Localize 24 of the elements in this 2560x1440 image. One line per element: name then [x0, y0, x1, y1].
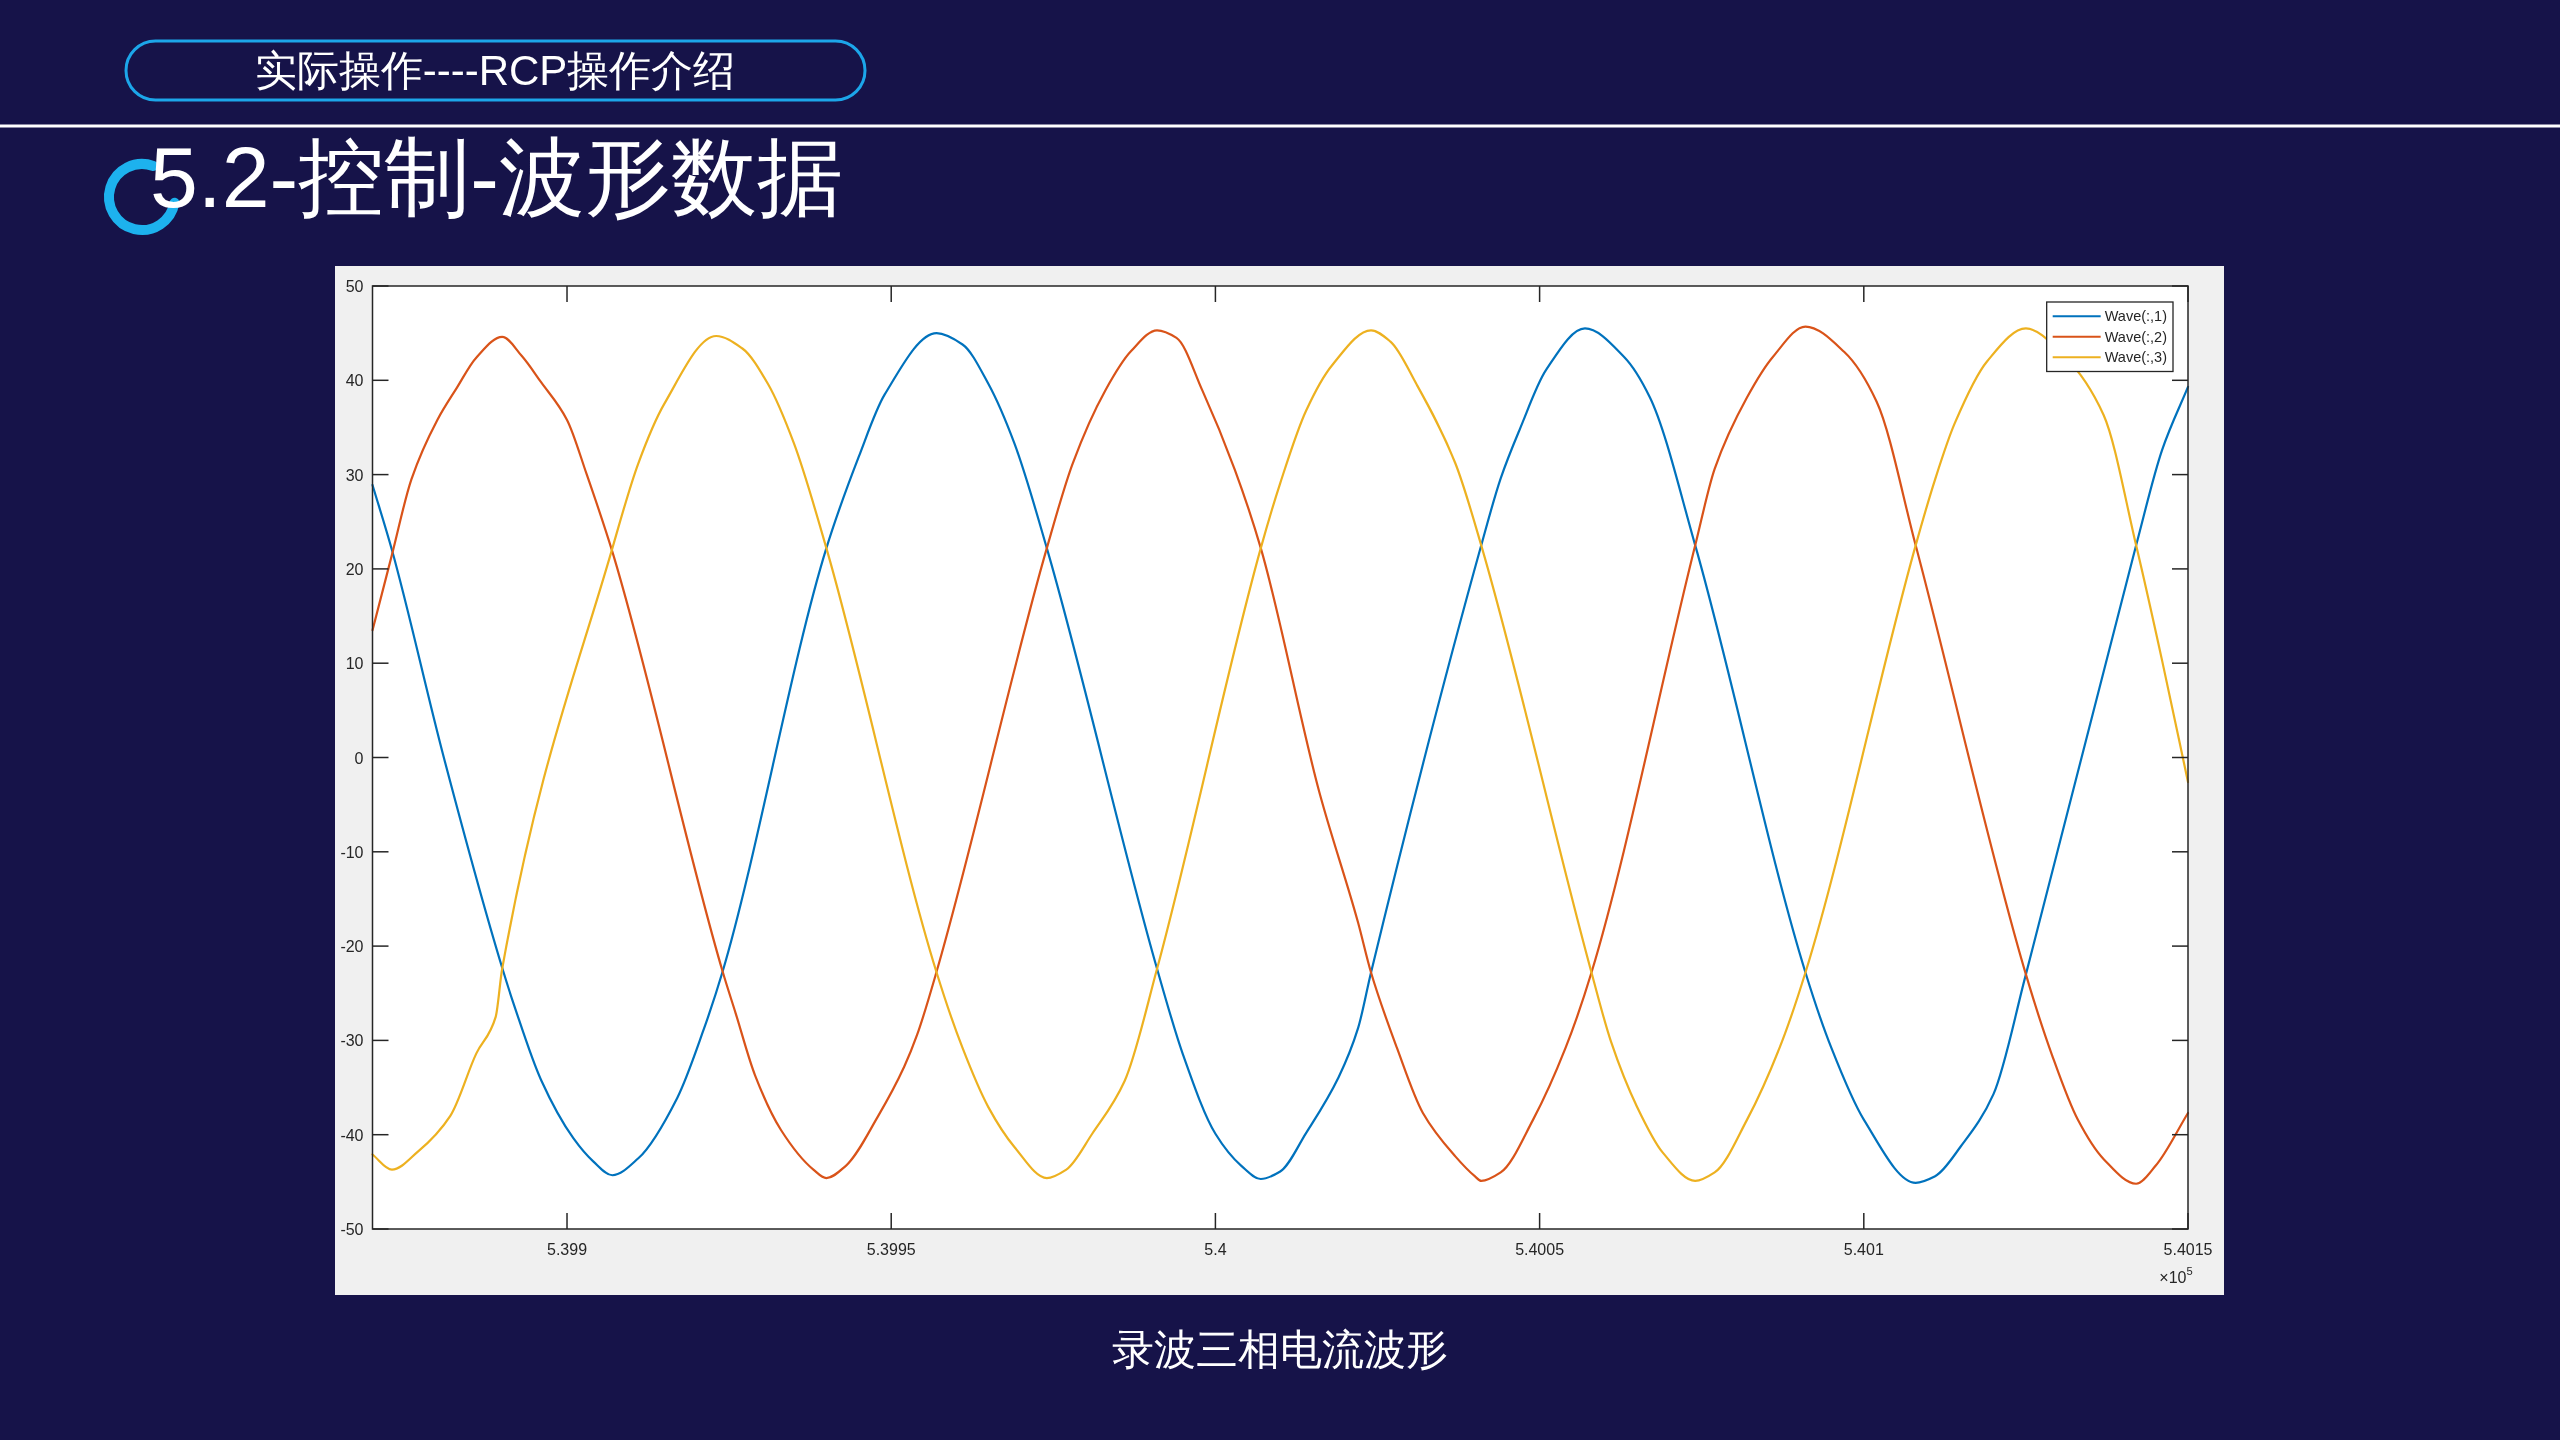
legend-label: Wave(:,1) — [2104, 308, 2167, 325]
x-tick-label: 5.4015 — [2163, 1240, 2213, 1258]
x-tick-label: 5.4 — [1204, 1240, 1227, 1258]
x-tick-label: 5.399 — [546, 1240, 588, 1258]
y-tick-label: -40 — [340, 1126, 364, 1144]
text: 录波三相电流波形 — [1112, 1325, 1448, 1373]
legend-label: Wave(:,3) — [2104, 349, 2167, 366]
y-tick-label: -50 — [340, 1220, 364, 1238]
y-tick-label: 20 — [345, 560, 364, 578]
x-tick-label: 5.4005 — [1515, 1240, 1565, 1258]
x-tick-label: 5.3995 — [866, 1240, 916, 1258]
y-tick-label: 40 — [345, 371, 364, 389]
y-tick-label: 0 — [354, 749, 364, 766]
text: 实际操作----RCP操作介绍 — [254, 46, 736, 94]
y-tick-label: -10 — [340, 843, 364, 861]
y-tick-label: 30 — [345, 466, 364, 484]
y-tick-label: -20 — [340, 937, 364, 955]
legend-label: Wave(:,2) — [2104, 328, 2167, 345]
y-tick-label: 10 — [345, 654, 364, 672]
text: ×10$^{5}$ — [2159, 1265, 2193, 1286]
chart-title: 5.2-控制-波形数据 — [150, 129, 843, 225]
y-tick-label: -30 — [340, 1031, 364, 1049]
y-tick-label: 50 — [345, 277, 364, 295]
x-tick-label: 5.401 — [1843, 1240, 1884, 1258]
